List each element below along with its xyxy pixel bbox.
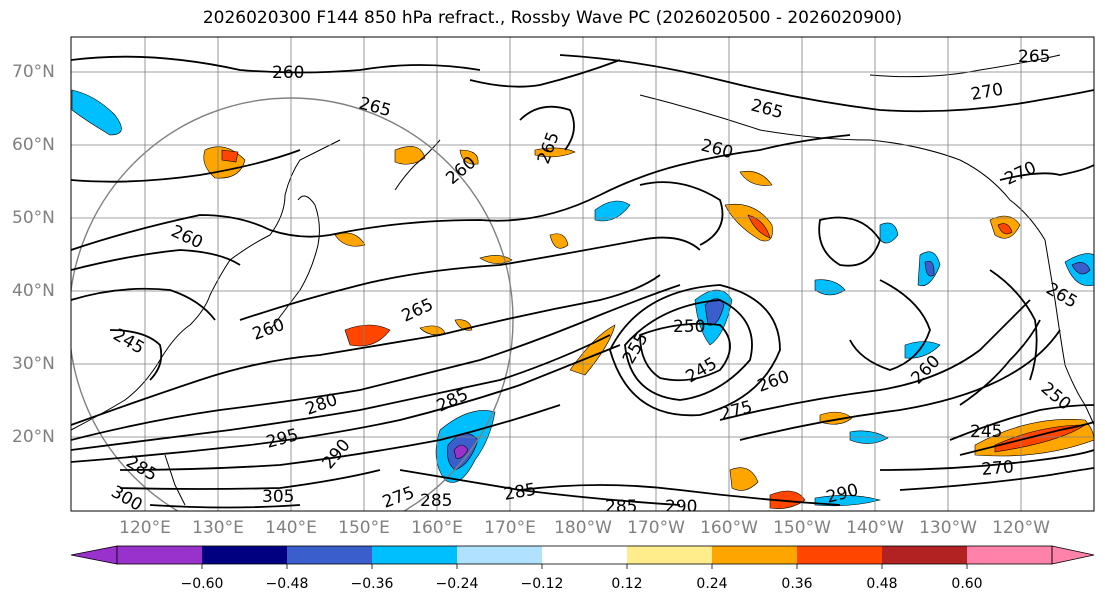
colorbar-bin <box>372 546 457 564</box>
arctic-coast <box>869 54 1061 78</box>
negative-core <box>924 261 935 277</box>
positive-patch <box>769 490 806 509</box>
lat-label-50n: 50°N <box>12 208 55 228</box>
lon-label: 180°W <box>554 518 612 538</box>
negative-patch <box>71 89 122 136</box>
positive-core <box>997 223 1013 235</box>
colorbar-bin <box>287 546 372 564</box>
alaska-coast <box>639 94 1046 241</box>
positive-core <box>747 214 771 239</box>
negative-patch <box>594 200 631 222</box>
positive-patch <box>549 233 569 249</box>
colorbar-frame <box>116 545 1053 565</box>
colorbar-bin <box>967 546 1052 564</box>
colorbar-bin <box>797 546 882 564</box>
map-frame <box>70 36 1095 512</box>
positive-patch <box>394 146 426 165</box>
contour-label: 285 <box>420 491 452 511</box>
colorbar-tick-label: 0.48 <box>866 576 898 592</box>
refractivity-contours <box>71 54 1094 509</box>
lon-label: 150°W <box>773 518 831 538</box>
contour-label: 260 <box>272 63 304 83</box>
lon-label: 160°E <box>411 518 463 538</box>
lat-label-40n: 40°N <box>12 281 55 301</box>
map-panel: 260 265 265 265 260 270 265 260 260 245 … <box>71 37 1094 517</box>
colorbar-tick-label: −0.36 <box>350 576 394 592</box>
lon-label: 150°E <box>338 518 390 538</box>
map-title: 2026020300 F144 850 hPa refract., Rossby… <box>202 8 903 28</box>
positive-patch <box>459 149 479 165</box>
lon-label: 160°W <box>700 518 758 538</box>
graticule <box>71 37 1094 511</box>
colorbar <box>70 545 1095 569</box>
negative-core <box>704 298 725 326</box>
taiwan-coast <box>164 454 186 506</box>
colorbar-bin <box>627 546 712 564</box>
contour-label: 265 <box>1018 47 1050 67</box>
lon-label: 170°W <box>627 518 685 538</box>
positive-patch <box>729 467 759 491</box>
colorbar-tick-label: −0.12 <box>520 576 564 592</box>
lat-label-30n: 30°N <box>12 354 55 374</box>
colorbar-tick-label: 0.12 <box>611 576 643 592</box>
colorbar-bin <box>202 546 287 564</box>
colorbar-tick-label: −0.48 <box>265 576 309 592</box>
negative-patch <box>879 222 899 244</box>
negative-core <box>1071 262 1091 275</box>
positive-patch <box>739 171 773 186</box>
lon-label: 140°E <box>265 518 317 538</box>
negative-core <box>453 444 469 459</box>
colorbar-bin <box>542 546 627 564</box>
lon-label: 170°E <box>484 518 536 538</box>
positive-patch <box>344 324 391 347</box>
lon-label: 130°W <box>919 518 977 538</box>
lon-label: 120°E <box>119 518 171 538</box>
colorbar-bin <box>117 546 202 564</box>
lat-label-70n: 70°N <box>12 62 55 82</box>
lon-label: 140°W <box>846 518 904 538</box>
colorbar-tick-label: −0.60 <box>180 576 224 592</box>
colorbar-tick-label: −0.24 <box>435 576 479 592</box>
contour-label: 270 <box>981 457 1015 480</box>
contour-label: 250 <box>673 317 705 337</box>
colorbar-tick-label: 0.60 <box>951 576 983 592</box>
lon-label: 120°W <box>992 518 1050 538</box>
great-circle <box>71 97 514 511</box>
colorbar-bin <box>457 546 542 564</box>
lat-label-20n: 20°N <box>12 427 55 447</box>
positive-patch <box>534 147 576 158</box>
lat-label-60n: 60°N <box>12 135 55 155</box>
positive-patch <box>334 232 366 247</box>
contour-label: 285 <box>605 497 637 517</box>
colorbar-extend-low <box>70 545 118 565</box>
colorbar-tick-label: 0.36 <box>781 576 813 592</box>
colorbar-tick-label: 0.24 <box>696 576 728 592</box>
contour-label: 305 <box>262 487 294 507</box>
contour-label: 245 <box>970 422 1002 442</box>
kamchatka-coast <box>394 139 441 191</box>
colorbar-extend-high <box>1051 545 1095 565</box>
contour-label: 290 <box>665 497 697 517</box>
na-west-coast <box>1044 239 1094 426</box>
negative-patch <box>814 495 882 507</box>
colorbar-bin <box>712 546 797 564</box>
positive-core <box>221 149 239 163</box>
colorbar-bin <box>882 546 967 564</box>
lon-label: 130°E <box>192 518 244 538</box>
